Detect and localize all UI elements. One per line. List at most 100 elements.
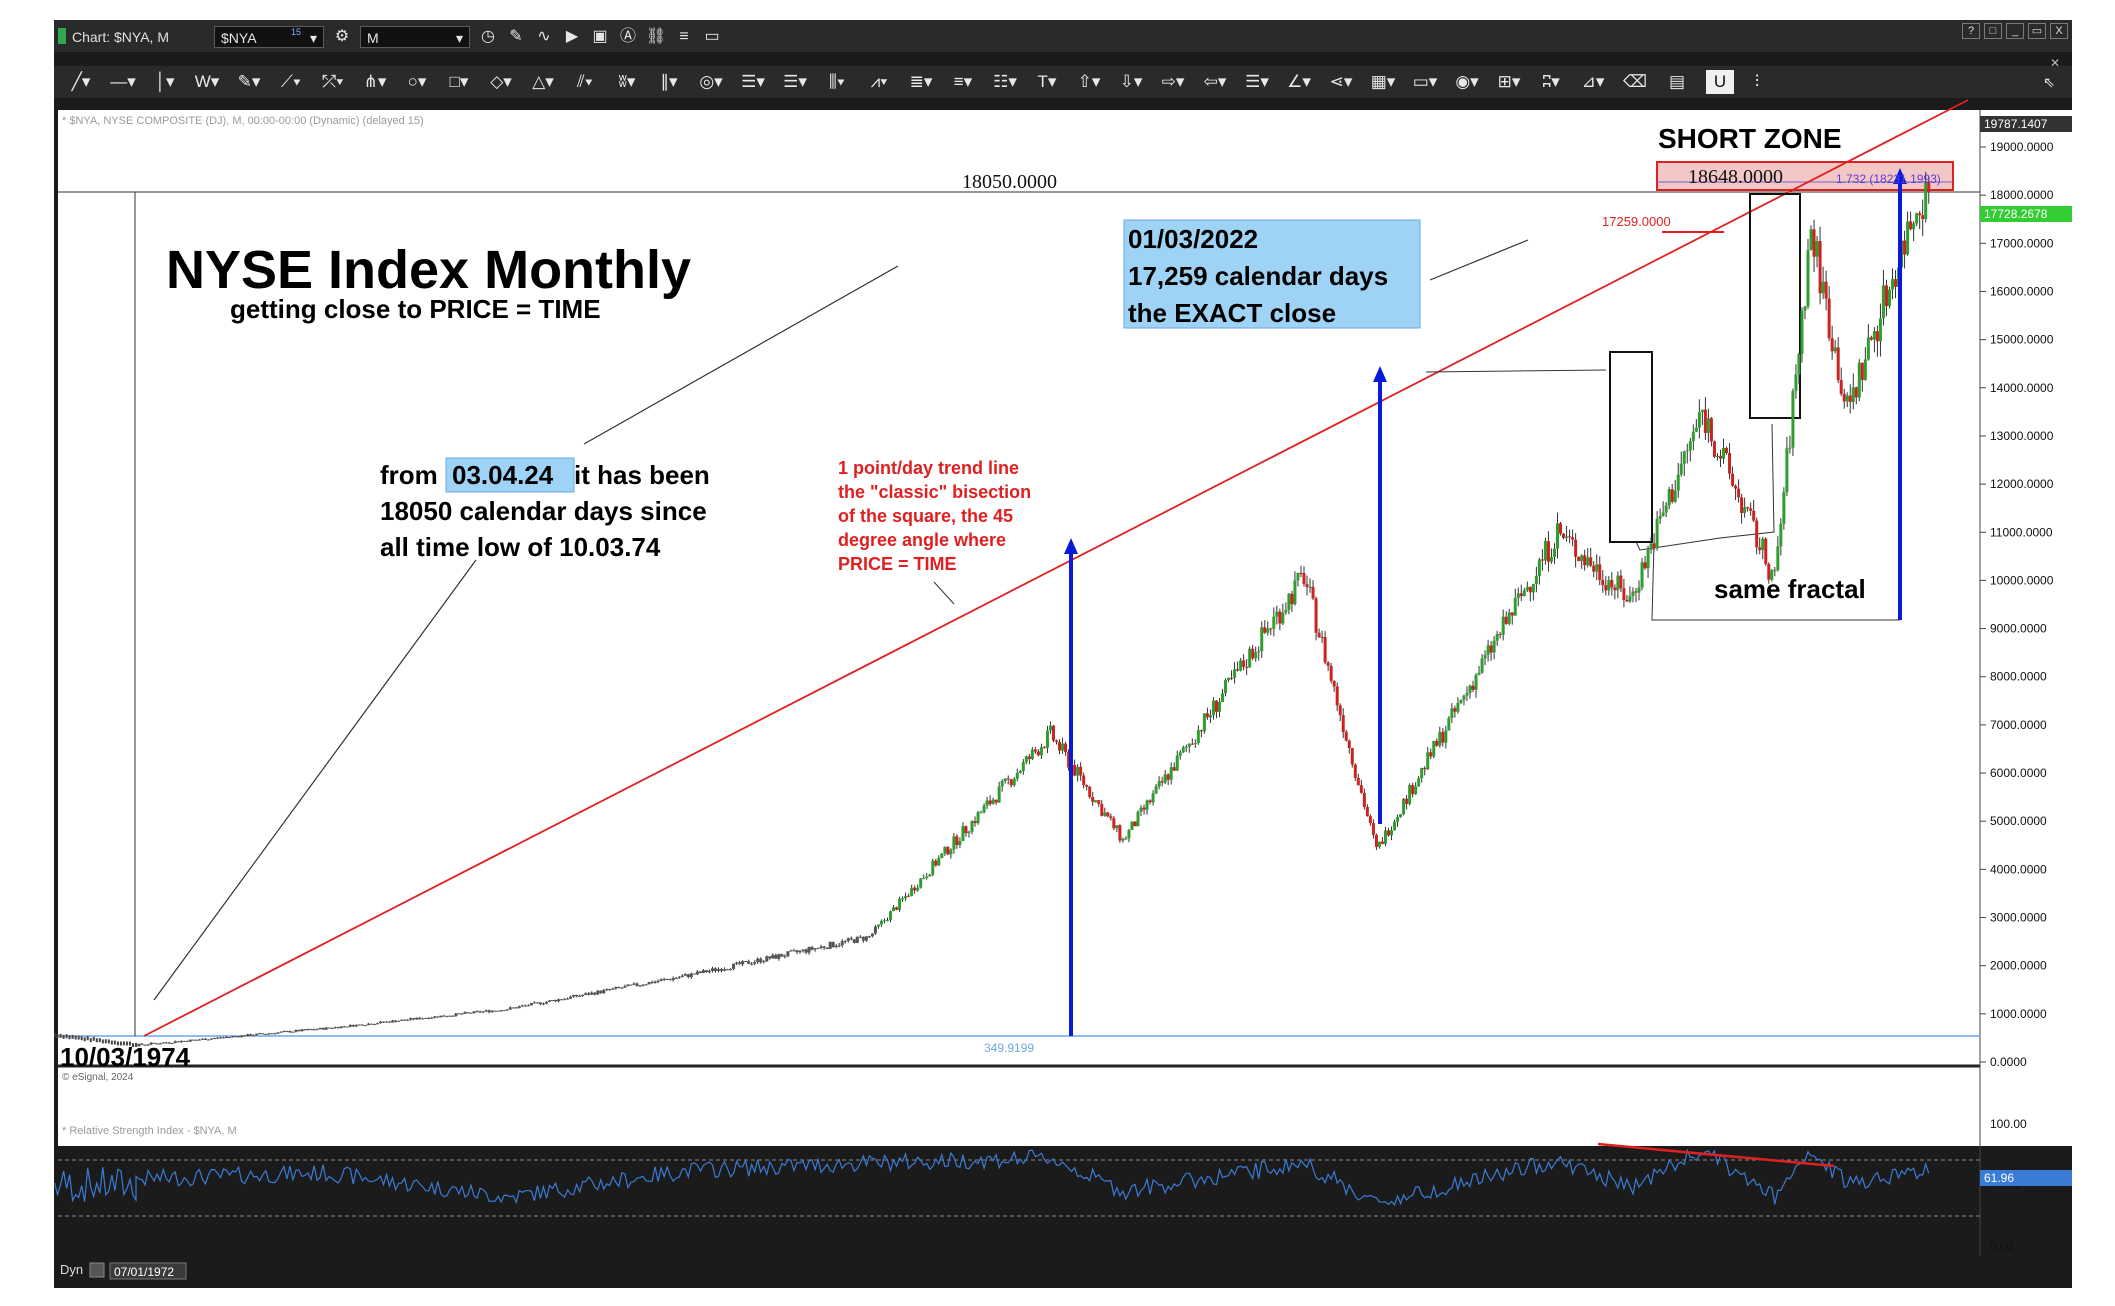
angle-tool-icon[interactable]: ∠▾ — [1287, 72, 1311, 91]
interval-input[interactable]: M ▾ — [360, 26, 470, 48]
triangle-tool-icon[interactable]: △▾ — [532, 72, 554, 91]
chevron-down-icon[interactable]: ▾ — [455, 30, 463, 46]
vline-tool-icon[interactable]: │▾ — [155, 72, 175, 91]
comment-icon[interactable]: ▤ — [1668, 72, 1686, 91]
candle-body — [1447, 718, 1451, 731]
rsi-divergence-line[interactable] — [1597, 1142, 1835, 1168]
rectangle-tool-icon[interactable]: □▾ — [449, 72, 469, 91]
candle-body — [1697, 412, 1701, 428]
candle-body — [547, 1000, 551, 1002]
fractal-box-1[interactable] — [1609, 351, 1653, 543]
chart-canvas: * $NYA, NYSE COMPOSITE (DJ), M, 00:00-00… — [54, 99, 2072, 1288]
price-axis[interactable] — [1980, 110, 2072, 1146]
cross-tool-icon[interactable]: ⤱▾ — [322, 72, 344, 91]
text-tool-icon[interactable]: T▾ — [1037, 72, 1057, 91]
levels-tool-icon[interactable]: ☷▾ — [993, 72, 1017, 91]
elliott-tool-icon[interactable]: ʬ▾ — [618, 72, 636, 91]
minimize-button[interactable]: _ — [2006, 23, 2024, 39]
gann-tool-icon[interactable]: ◎▾ — [699, 72, 723, 91]
short-zone-box[interactable] — [1656, 161, 1954, 191]
price-tick-label: 4000.0000 — [1990, 862, 2047, 876]
rsi-line[interactable] — [54, 1148, 1930, 1206]
dyn-label[interactable]: Dyn — [60, 1262, 83, 1277]
fan-tool-icon[interactable]: ⩘▾ — [870, 72, 888, 91]
eraser-icon[interactable]: ⌫ — [1622, 72, 1648, 91]
chat-icon[interactable]: ▭ — [704, 28, 720, 45]
magnet-icon[interactable]: U — [1706, 70, 1734, 94]
hline-tool-icon[interactable]: —▾ — [110, 72, 136, 91]
symbol-input[interactable]: $NYA 15 ▾ — [214, 26, 324, 48]
pin-icon[interactable]: ✕ — [2050, 56, 2061, 70]
candle-body — [1181, 747, 1185, 753]
candle-body — [1679, 463, 1683, 475]
candle-body — [713, 968, 717, 971]
ellipse-tool-icon[interactable]: ○▾ — [407, 72, 427, 91]
brush-tool-icon[interactable]: ✎▾ — [237, 72, 261, 91]
candle-body — [1833, 347, 1837, 352]
maximize-button[interactable]: ▭ — [2028, 23, 2046, 39]
parallel-tool-icon[interactable]: ∥▾ — [660, 72, 678, 91]
link-chain-icon[interactable]: ⛓ — [645, 28, 667, 45]
candle-body — [1163, 774, 1167, 783]
ray-tool-icon[interactable]: ⟋▾ — [280, 72, 302, 91]
pencil-icon[interactable]: ✎ — [509, 28, 523, 45]
pti-tool-icon[interactable]: ⊞▾ — [1497, 72, 1521, 91]
candle-body — [1658, 515, 1662, 519]
candle-body — [1393, 821, 1397, 831]
arrow-right-icon[interactable]: ⇨▾ — [1161, 72, 1185, 91]
candle-body — [605, 989, 609, 991]
line-tool-icon[interactable]: ╱▾ — [71, 72, 91, 91]
candle-body — [873, 926, 877, 934]
fib-ext-tool-icon[interactable]: ☰▾ — [783, 72, 807, 91]
arrow-up-icon[interactable]: ⇧▾ — [1077, 72, 1101, 91]
clock-icon[interactable]: ◷ — [481, 28, 495, 45]
wave-icon[interactable]: ∿ — [537, 28, 551, 45]
cycles-tool-icon[interactable]: ʭ▾ — [1542, 72, 1560, 91]
lines-icon[interactable]: ☰▾ — [1245, 72, 1269, 91]
grid-tool-icon[interactable]: ▦▾ — [1370, 72, 1396, 91]
candle-body — [1263, 627, 1267, 633]
fractal-box-2[interactable] — [1749, 193, 1801, 419]
mob-tool-icon[interactable]: ▭▾ — [1412, 72, 1438, 91]
candle-body — [1214, 700, 1218, 712]
fan-left-icon[interactable]: ⋖▾ — [1329, 72, 1353, 91]
start-date-box[interactable] — [109, 1262, 187, 1280]
candle-body — [1782, 492, 1786, 524]
close-button[interactable]: X — [2050, 23, 2068, 39]
cursor-icon[interactable]: ⇖ — [2043, 74, 2055, 90]
retracement-tool-icon[interactable]: ≡▾ — [953, 72, 973, 91]
time-zones-icon[interactable]: ⫼▾ — [828, 72, 846, 91]
ticker-icon[interactable]: ▣ — [592, 28, 608, 45]
channel-tool-icon[interactable]: ⫽▾ — [577, 72, 593, 91]
arrow-left-icon[interactable]: ⇦▾ — [1203, 72, 1227, 91]
candle-body — [1845, 395, 1849, 402]
alert-icon[interactable]: Ⓐ — [619, 28, 636, 45]
arrow-down-icon[interactable]: ⇩▾ — [1119, 72, 1143, 91]
fib-tool-icon[interactable]: ☰▾ — [741, 72, 765, 91]
play-icon[interactable]: ▶ — [565, 28, 579, 45]
settings-sliders-icon[interactable]: ⫶ — [1754, 72, 1760, 91]
trend-line[interactable] — [143, 99, 1969, 1037]
start-date-label[interactable]: 07/01/1972 — [114, 1265, 174, 1279]
regression-tool-icon[interactable]: ≣▾ — [909, 72, 933, 91]
chevron-down-icon[interactable]: ▾ — [309, 30, 317, 46]
candle-body — [294, 1029, 298, 1032]
link-icon[interactable]: ⚙ — [334, 28, 350, 45]
candlestick-series[interactable] — [54, 171, 1931, 1048]
candle-body — [846, 938, 850, 941]
pitchfork-tool-icon[interactable]: ⋔▾ — [363, 72, 387, 91]
candle-body — [892, 907, 896, 912]
diamond-tool-icon[interactable]: ◇▾ — [490, 72, 512, 91]
candle-body — [599, 990, 603, 994]
candle-body — [1568, 536, 1572, 538]
dyn-toggle[interactable] — [89, 1262, 105, 1278]
speed-tool-icon[interactable]: ⊿▾ — [1581, 72, 1605, 91]
candle-body — [1906, 221, 1910, 255]
zigzag-tool-icon[interactable]: W▾ — [194, 72, 220, 91]
list-icon[interactable]: ≡ — [679, 28, 689, 45]
eye-tool-icon[interactable]: ◉▾ — [1455, 72, 1479, 91]
restore-button[interactable]: □ — [1984, 23, 2002, 39]
candle-body — [1746, 507, 1750, 509]
help-button[interactable]: ? — [1962, 23, 1980, 39]
price-plot[interactable] — [58, 110, 1980, 1146]
